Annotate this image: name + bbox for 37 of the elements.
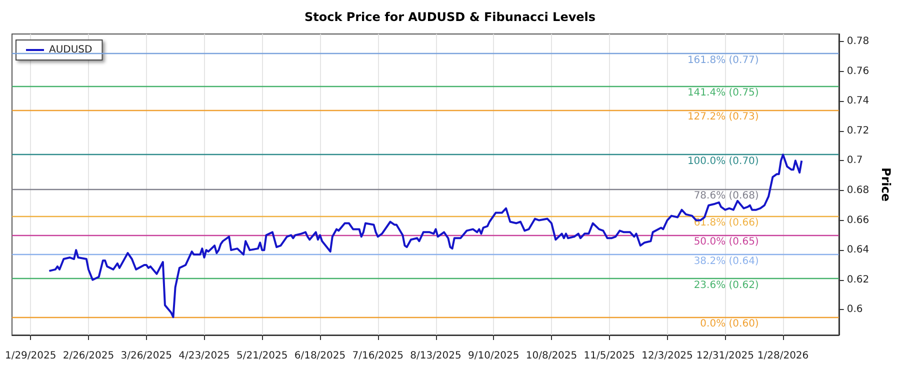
ref-line-label: 100.0% (0.70) (687, 156, 759, 168)
x-tick-label: 12/31/2025 (696, 350, 754, 362)
y-tick-label: 0.74 (846, 96, 870, 107)
y-tick-label: 0.62 (846, 274, 870, 286)
ref-line-label: 50.0% (0.65) (694, 236, 759, 248)
ref-line-label: 141.4% (0.75) (687, 88, 759, 99)
chart-title: Stock Price for AUDUSD & Fibunacci Levels (304, 10, 596, 24)
ref-line-label: 161.8% (0.77) (687, 54, 759, 66)
x-tick-label: 6/18/2025 (294, 350, 346, 362)
ref-line-label: 23.6% (0.62) (694, 280, 759, 291)
x-tick-label: 8/13/2025 (410, 350, 462, 362)
y-tick-label: 0.64 (846, 244, 870, 256)
x-tick-label: 1/28/2026 (757, 350, 809, 362)
y-axis-title: Price (879, 167, 893, 202)
ref-line-label: 127.2% (0.73) (687, 111, 759, 122)
x-tick-label: 9/10/2025 (468, 350, 520, 362)
x-tick-label: 5/21/2025 (236, 350, 288, 362)
y-tick-label: 0.7 (846, 155, 863, 166)
ref-line-label: 78.6% (0.68) (694, 190, 759, 202)
x-tick-label: 12/3/2025 (642, 350, 693, 362)
x-tick-label: 1/29/2025 (4, 350, 56, 362)
y-tick-label: 0.72 (846, 125, 870, 136)
y-tick-label: 0.76 (846, 66, 870, 77)
x-tick-label: 7/16/2025 (352, 350, 404, 362)
x-tick-label: 4/23/2025 (178, 350, 230, 362)
y-tick-label: 0.68 (846, 184, 870, 196)
ref-line-label: 38.2% (0.64) (694, 256, 759, 268)
x-tick-label: 11/5/2025 (584, 350, 636, 362)
ref-line-label: 0.0% (0.60) (700, 318, 759, 330)
line-series (48, 154, 803, 318)
y-tick-label: 0.78 (846, 36, 870, 47)
x-tick-label: 10/8/2025 (526, 350, 578, 362)
x-tick-label: 3/26/2025 (120, 350, 172, 362)
y-tick-label: 0.6 (846, 304, 863, 316)
legend-label: AUDUSD (49, 44, 93, 56)
x-tick-label: 2/26/2025 (62, 350, 114, 362)
y-tick-label: 0.66 (846, 214, 870, 226)
